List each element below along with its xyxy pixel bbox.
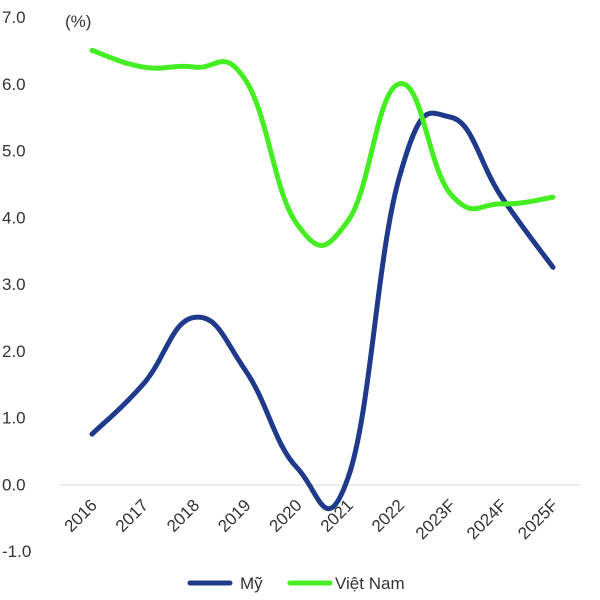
- y-tick-label: 4.0: [2, 208, 26, 227]
- series-line-1: [89, 47, 556, 248]
- x-tick-label: 2017: [112, 496, 152, 536]
- y-tick-label: 0.0: [2, 475, 26, 494]
- x-tick-label: 2022: [368, 496, 408, 536]
- legend-item: Mỹ: [187, 574, 263, 593]
- series-lines: [89, 47, 556, 512]
- y-unit-label: (%): [65, 12, 91, 31]
- y-tick-label: 5.0: [2, 142, 26, 161]
- x-axis-ticks: 2016 2017 2018 2019 2020 2021 2022 2023F 2024F 20…: [61, 496, 562, 544]
- x-tick-label: 2020: [266, 496, 306, 536]
- x-tick-label: 2025F: [514, 496, 562, 544]
- legend-item: Việt Nam: [287, 574, 405, 593]
- legend-label: Việt Nam: [335, 574, 405, 593]
- y-tick-label: 3.0: [2, 275, 26, 294]
- x-tick-label: 2016: [61, 496, 101, 536]
- x-tick-label: 2019: [214, 496, 254, 536]
- y-tick-label: -1.0: [2, 542, 31, 561]
- y-tick-label: 2.0: [2, 342, 26, 361]
- y-tick-label: 6.0: [2, 75, 26, 94]
- legend-label: Mỹ: [240, 574, 263, 593]
- y-axis-ticks: 7.0 6.0 5.0 4.0 3.0 2.0 1.0 0.0 -1.0: [2, 8, 31, 561]
- y-tick-label: 1.0: [2, 409, 26, 428]
- x-tick-label: 2023F: [412, 496, 460, 544]
- x-tick-label: 2018: [163, 496, 203, 536]
- x-tick-label: 2024F: [463, 496, 511, 544]
- y-tick-label: 7.0: [2, 8, 26, 27]
- series-line-0: [89, 110, 556, 512]
- legend: Mỹ Việt Nam: [187, 574, 405, 593]
